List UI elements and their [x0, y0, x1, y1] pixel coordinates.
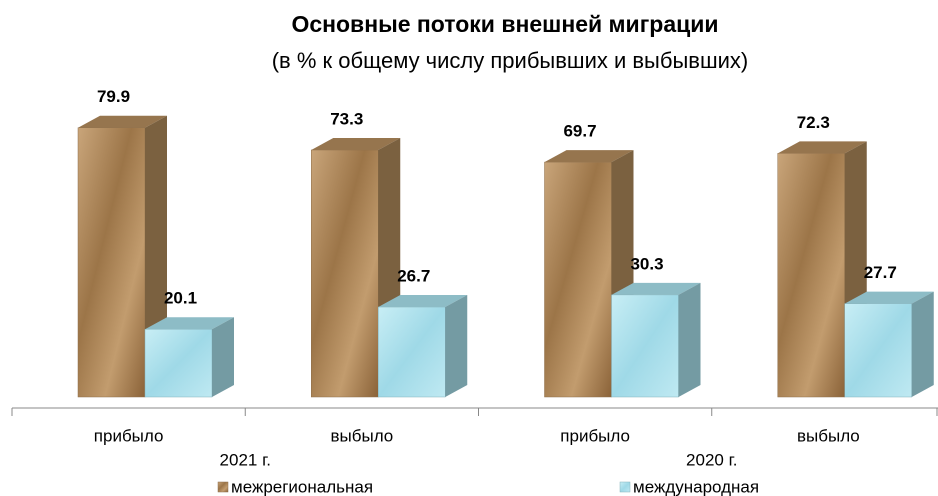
- bar: [844, 291, 934, 398]
- bar: [378, 295, 468, 398]
- bar-front: [544, 161, 612, 398]
- bar-front: [777, 153, 845, 398]
- group-label: 2020 г.: [686, 450, 737, 469]
- bar-side: [212, 317, 234, 397]
- legend-swatch: [217, 481, 229, 493]
- bar-side: [678, 282, 701, 397]
- bar-top: [611, 282, 701, 295]
- value-label: 26.7: [397, 267, 430, 286]
- bar-front: [311, 149, 379, 398]
- bar-front: [844, 303, 912, 398]
- value-label: 69.7: [563, 122, 596, 141]
- bar-top: [311, 137, 401, 150]
- legend-label: международная: [633, 477, 759, 496]
- bar-top: [777, 141, 867, 154]
- x-tick-label: выбыло: [797, 426, 860, 445]
- x-tick-label: прибыло: [94, 426, 164, 445]
- bar: [144, 317, 234, 398]
- bar: [77, 115, 167, 398]
- bar-front: [144, 329, 213, 398]
- bar-top: [544, 150, 634, 163]
- legend-label: межрегиональная: [231, 477, 373, 496]
- x-tick-label: выбыло: [330, 426, 393, 445]
- bar-front: [611, 294, 679, 398]
- bar-top: [378, 295, 468, 308]
- bar-top: [145, 317, 234, 330]
- value-label: 79.9: [97, 87, 130, 106]
- value-label: 20.1: [164, 289, 197, 308]
- bar: [311, 137, 401, 398]
- bar-front: [378, 306, 446, 398]
- group-label: 2021 г.: [220, 450, 271, 469]
- bar-top: [844, 291, 934, 304]
- bar-side: [911, 291, 934, 397]
- chart-title: Основные потоки внешней миграции: [291, 11, 718, 37]
- x-tick-label: прибыло: [560, 426, 630, 445]
- chart-subtitle: (в % к общему числу прибывших и выбывших…: [272, 48, 749, 73]
- bar-top: [78, 115, 167, 128]
- value-label: 72.3: [797, 113, 830, 132]
- bar: [611, 282, 701, 398]
- value-label: 27.7: [864, 263, 897, 282]
- value-label: 73.3: [330, 109, 363, 128]
- value-label: 30.3: [630, 254, 663, 273]
- legend-swatch: [619, 481, 631, 493]
- bar-front: [77, 127, 146, 398]
- bar-side: [445, 295, 468, 397]
